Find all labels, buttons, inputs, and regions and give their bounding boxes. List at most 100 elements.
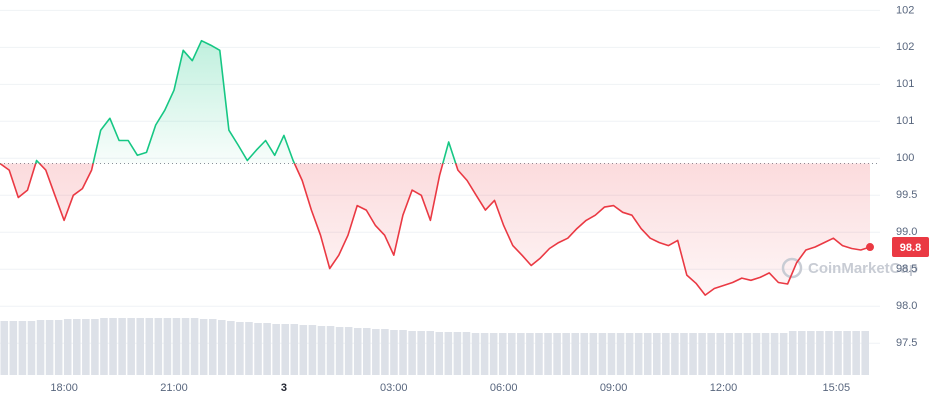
- volume-bar: [589, 333, 598, 375]
- price-badge-text: 98.8: [900, 242, 921, 254]
- volume-bar: [770, 333, 779, 375]
- volume-bar: [118, 318, 126, 375]
- volume-bar: [834, 331, 842, 375]
- volume-bar: [480, 333, 489, 375]
- watermark-text: CoinMarketCap: [808, 260, 918, 277]
- volume-bar: [335, 327, 344, 375]
- volume-bar: [435, 332, 444, 375]
- volume-bar: [91, 319, 99, 375]
- volume-bar: [54, 320, 63, 375]
- volume-bar: [100, 318, 108, 375]
- volume-bar: [353, 328, 362, 375]
- volume-bar: [498, 333, 507, 375]
- x-tick-label: 06:00: [490, 382, 518, 394]
- volume-bar: [698, 333, 706, 375]
- last-point: [866, 243, 874, 252]
- volume-bar: [471, 333, 480, 375]
- volume-bar: [272, 324, 280, 375]
- volume-bar: [308, 325, 317, 375]
- volume-bar: [807, 331, 815, 375]
- volume-bar: [852, 331, 860, 375]
- volume-bar: [544, 333, 552, 375]
- volume-bar: [671, 333, 679, 375]
- volume-bar: [109, 318, 117, 375]
- volume-bar: [761, 333, 770, 375]
- volume-bar: [218, 320, 226, 375]
- volume-bar: [788, 331, 797, 375]
- watermark: CoinMarketCap: [781, 257, 918, 279]
- volume-bar: [236, 322, 244, 375]
- volume-bar: [317, 326, 326, 375]
- volume-bar: [643, 333, 652, 375]
- volume-bar: [372, 329, 380, 375]
- price-line: [0, 39, 871, 296]
- volume-bar: [571, 333, 579, 375]
- volume-bar: [299, 325, 308, 375]
- volume-bar: [598, 333, 607, 375]
- x-tick-label: 09:00: [600, 382, 628, 394]
- volume-bar: [653, 333, 661, 375]
- y-tick-label: 99.0: [896, 226, 917, 238]
- volume-bar: [417, 331, 425, 375]
- volume-bar: [580, 333, 589, 375]
- volume-bar: [127, 318, 135, 375]
- volume-bar: [0, 321, 9, 375]
- volume-bar: [526, 333, 534, 375]
- y-tick-label: 101: [896, 115, 914, 127]
- volume-bar: [227, 321, 235, 375]
- volume-bar: [381, 329, 389, 375]
- volume-bar: [444, 332, 453, 375]
- volume-bar: [290, 324, 299, 375]
- volume-bar: [508, 333, 516, 375]
- volume-bar: [399, 330, 407, 375]
- y-tick-label: 98.5: [896, 263, 917, 275]
- volume-bar: [172, 318, 181, 375]
- x-tick-label: 12:00: [710, 382, 738, 394]
- volume-bar: [752, 333, 761, 375]
- volume-bar: [462, 332, 471, 375]
- volume-bar: [326, 326, 335, 375]
- volume-bar: [154, 318, 163, 375]
- volume-bar: [634, 333, 643, 375]
- y-tick-label: 98.0: [896, 300, 917, 312]
- volume-bar: [163, 318, 172, 375]
- y-tick-label: 101: [896, 78, 914, 90]
- volume-bar: [553, 333, 561, 375]
- y-tick-label: 100: [896, 152, 914, 164]
- volume-bar: [662, 333, 670, 375]
- volume-bar: [9, 321, 18, 375]
- x-tick-label: 3: [281, 382, 287, 394]
- volume-bar: [245, 322, 253, 375]
- volume-bar: [743, 333, 752, 375]
- volume-bar: [825, 331, 833, 375]
- volume-bar: [798, 331, 806, 375]
- volume-bar: [725, 333, 734, 375]
- y-tick-label: 99.5: [896, 189, 917, 201]
- volume-bar: [190, 318, 199, 375]
- volume-bar: [408, 331, 416, 375]
- price-badge: [892, 237, 929, 258]
- volume-bar: [453, 332, 462, 375]
- volume-bar: [689, 333, 697, 375]
- volume-bar: [45, 320, 54, 375]
- volume-bar: [616, 333, 625, 375]
- volume-bar: [707, 333, 715, 375]
- y-tick-label: 102: [896, 41, 914, 53]
- volume-bar: [145, 318, 154, 375]
- volume-bar: [816, 331, 824, 375]
- volume-bar: [199, 319, 208, 375]
- volume-bar: [489, 333, 498, 375]
- x-tick-label: 18:00: [50, 382, 78, 394]
- volume-bar: [517, 333, 525, 375]
- volume-bar: [607, 333, 616, 375]
- volume-bar: [734, 333, 743, 375]
- volume-bar: [680, 333, 688, 375]
- volume-bar: [625, 333, 634, 375]
- x-tick-label: 03:00: [380, 382, 408, 394]
- volume-bar: [843, 331, 851, 375]
- volume-bar: [73, 319, 81, 375]
- volume-bar: [18, 321, 27, 375]
- volume-bar: [63, 319, 72, 375]
- volume-bar: [263, 323, 271, 375]
